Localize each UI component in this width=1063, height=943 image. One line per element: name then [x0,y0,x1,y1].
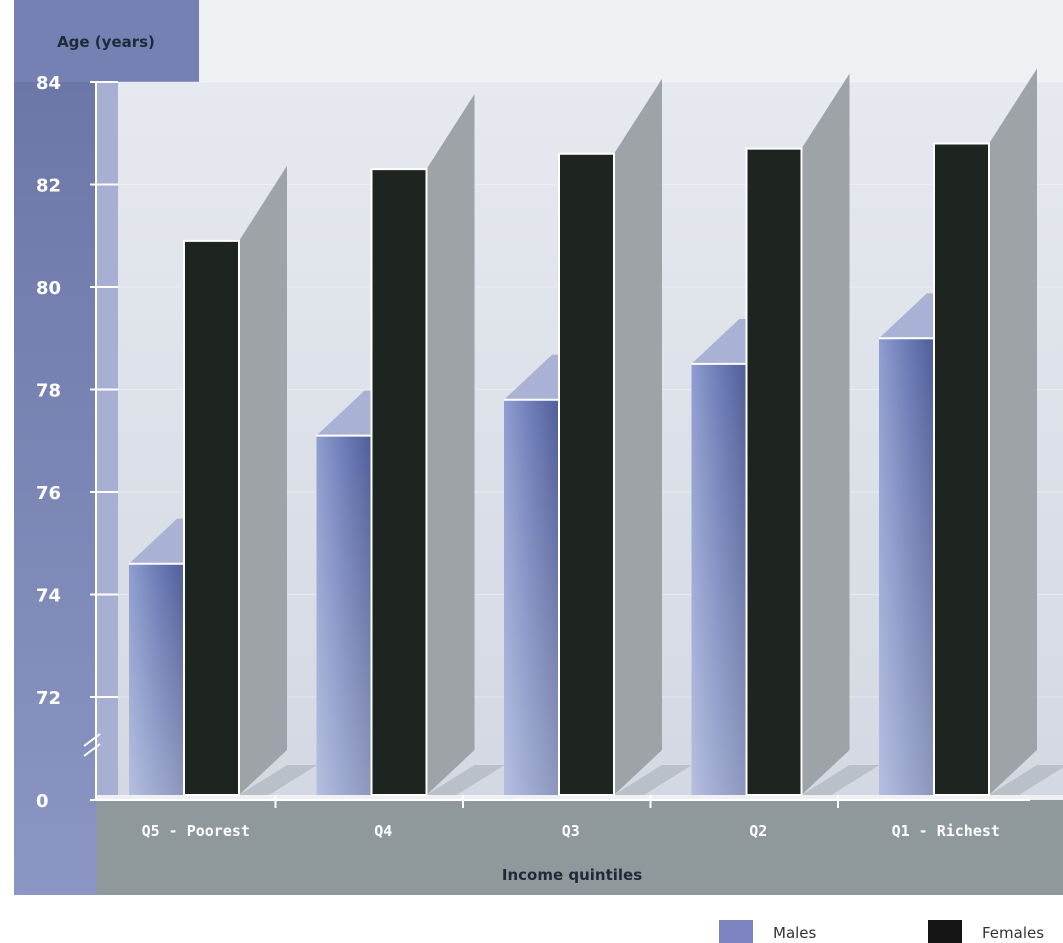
male-bar-fade [504,399,560,795]
y-axis-wall [96,82,118,795]
x-tick-label: Q2 [749,822,767,840]
y-ticks: 0 72 74 76 78 80 82 84 [36,73,118,812]
male-bar-top [879,293,935,339]
y-tick-label: 78 [36,381,61,402]
female-bar-side [989,68,1037,795]
male-bar-top [504,354,560,400]
bar-floor-shadow [239,765,317,795]
female-bar [558,152,615,796]
female-bar-side [614,78,662,795]
y-tick-label: 82 [36,176,61,197]
female-bar-side [426,94,475,795]
y-tick-label: 74 [36,586,61,607]
female-bar [933,142,990,796]
male-bar-top [691,318,748,364]
y-label-tab [14,0,199,82]
y-tick-label: 80 [36,278,61,299]
male-bar-fade [691,363,748,795]
legend-label-females: Females [982,924,1044,942]
x-tick-label: Q5 - Poorest [142,822,250,840]
male-bar-top [129,518,185,564]
y-axis-band [14,82,96,895]
y-tick-label: 76 [36,483,61,504]
x-ticks: Q5 - Poorest Q4 Q3 Q2 Q1 - Richest [142,795,1000,840]
x-axis-label: Income quintiles [502,866,642,884]
legend-swatch-females [928,920,962,943]
y-tick-label: 72 [36,688,61,709]
male-bar-fade [879,338,935,795]
female-bar-side [239,165,287,795]
male-bar-fade [316,435,373,795]
legend-label-males: Males [773,924,817,942]
male-bar-fade [129,563,185,795]
female-bar [745,147,803,796]
y-axis-label: Age (years) [57,33,155,51]
female-bar [370,168,428,796]
male-bar-top [316,390,373,436]
female-bar-side [801,73,850,795]
x-tick-label: Q4 [374,822,392,840]
y-tick-label: 0 [36,791,49,812]
x-axis-band [96,800,1063,895]
bar-floor-shadow [801,765,880,795]
x-tick-label: Q3 [562,822,580,840]
legend: Males Females [719,920,1044,943]
axis-break-mark [83,733,101,757]
bars [129,68,1037,796]
female-bar [183,239,240,796]
floor-shadows [239,765,1063,795]
bar-floor-shadow [614,765,692,795]
legend-swatch-males [719,920,753,943]
bar-floor-shadow [426,765,505,795]
bar-floor-shadow [989,765,1063,795]
x-tick-label: Q1 - Richest [892,822,1000,840]
y-tick-label: 84 [36,73,61,94]
